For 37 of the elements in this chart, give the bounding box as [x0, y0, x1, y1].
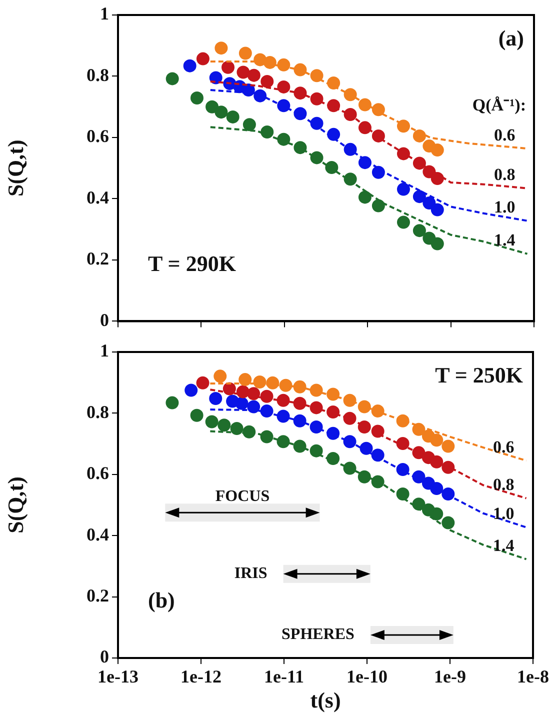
x-tick-label: 1e-12 — [180, 666, 222, 686]
legend-title: Q(Å⁻¹): — [472, 95, 526, 114]
series-label: 0.6 — [493, 438, 514, 457]
y-tick-label: 0.4 — [86, 524, 109, 544]
band-label: IRIS — [234, 564, 268, 582]
annotation: T = 250K — [435, 362, 524, 388]
band-label: SPHERES — [282, 626, 355, 644]
y-tick-label: 0.8 — [86, 64, 109, 85]
series-label: 0.8 — [494, 165, 516, 184]
y-tick-label: 1 — [100, 340, 109, 361]
y-tick-label: 0.6 — [86, 463, 109, 484]
series-label: 1.4 — [493, 536, 515, 556]
y-tick-label: 0.2 — [86, 248, 109, 269]
series-label: 1.4 — [494, 230, 516, 250]
series-label: 1.0 — [494, 198, 516, 217]
y-tick-label: 0 — [100, 646, 109, 667]
y-tick-label: 1 — [100, 4, 109, 24]
y-tick-label: 0.4 — [86, 187, 109, 208]
x-tick-label: 1e-11 — [264, 666, 304, 686]
annotation: T = 290K — [148, 250, 236, 276]
x-axis-title: t(s) — [310, 687, 341, 712]
x-tick-label: 1e-9 — [434, 666, 466, 686]
y-tick-label: 0.6 — [86, 126, 109, 146]
y-axis-title: S(Q,t) — [2, 140, 28, 197]
y-axis-title: S(Q,t) — [2, 476, 28, 534]
series-label: 0.6 — [494, 125, 516, 144]
annotation: (a) — [498, 26, 524, 51]
y-tick-label: 0.2 — [86, 585, 109, 606]
x-tick-label: 1e-8 — [517, 666, 549, 686]
band-label: FOCUS — [215, 488, 270, 505]
series-label: 1.0 — [493, 504, 514, 524]
series-label: 0.8 — [493, 475, 514, 494]
annotation: (b) — [148, 588, 175, 613]
y-tick-label: 0 — [100, 310, 109, 330]
x-tick-label: 1e-10 — [346, 666, 388, 686]
x-tick-label: 1e-13 — [98, 666, 138, 686]
y-tick-label: 0.8 — [86, 402, 109, 422]
